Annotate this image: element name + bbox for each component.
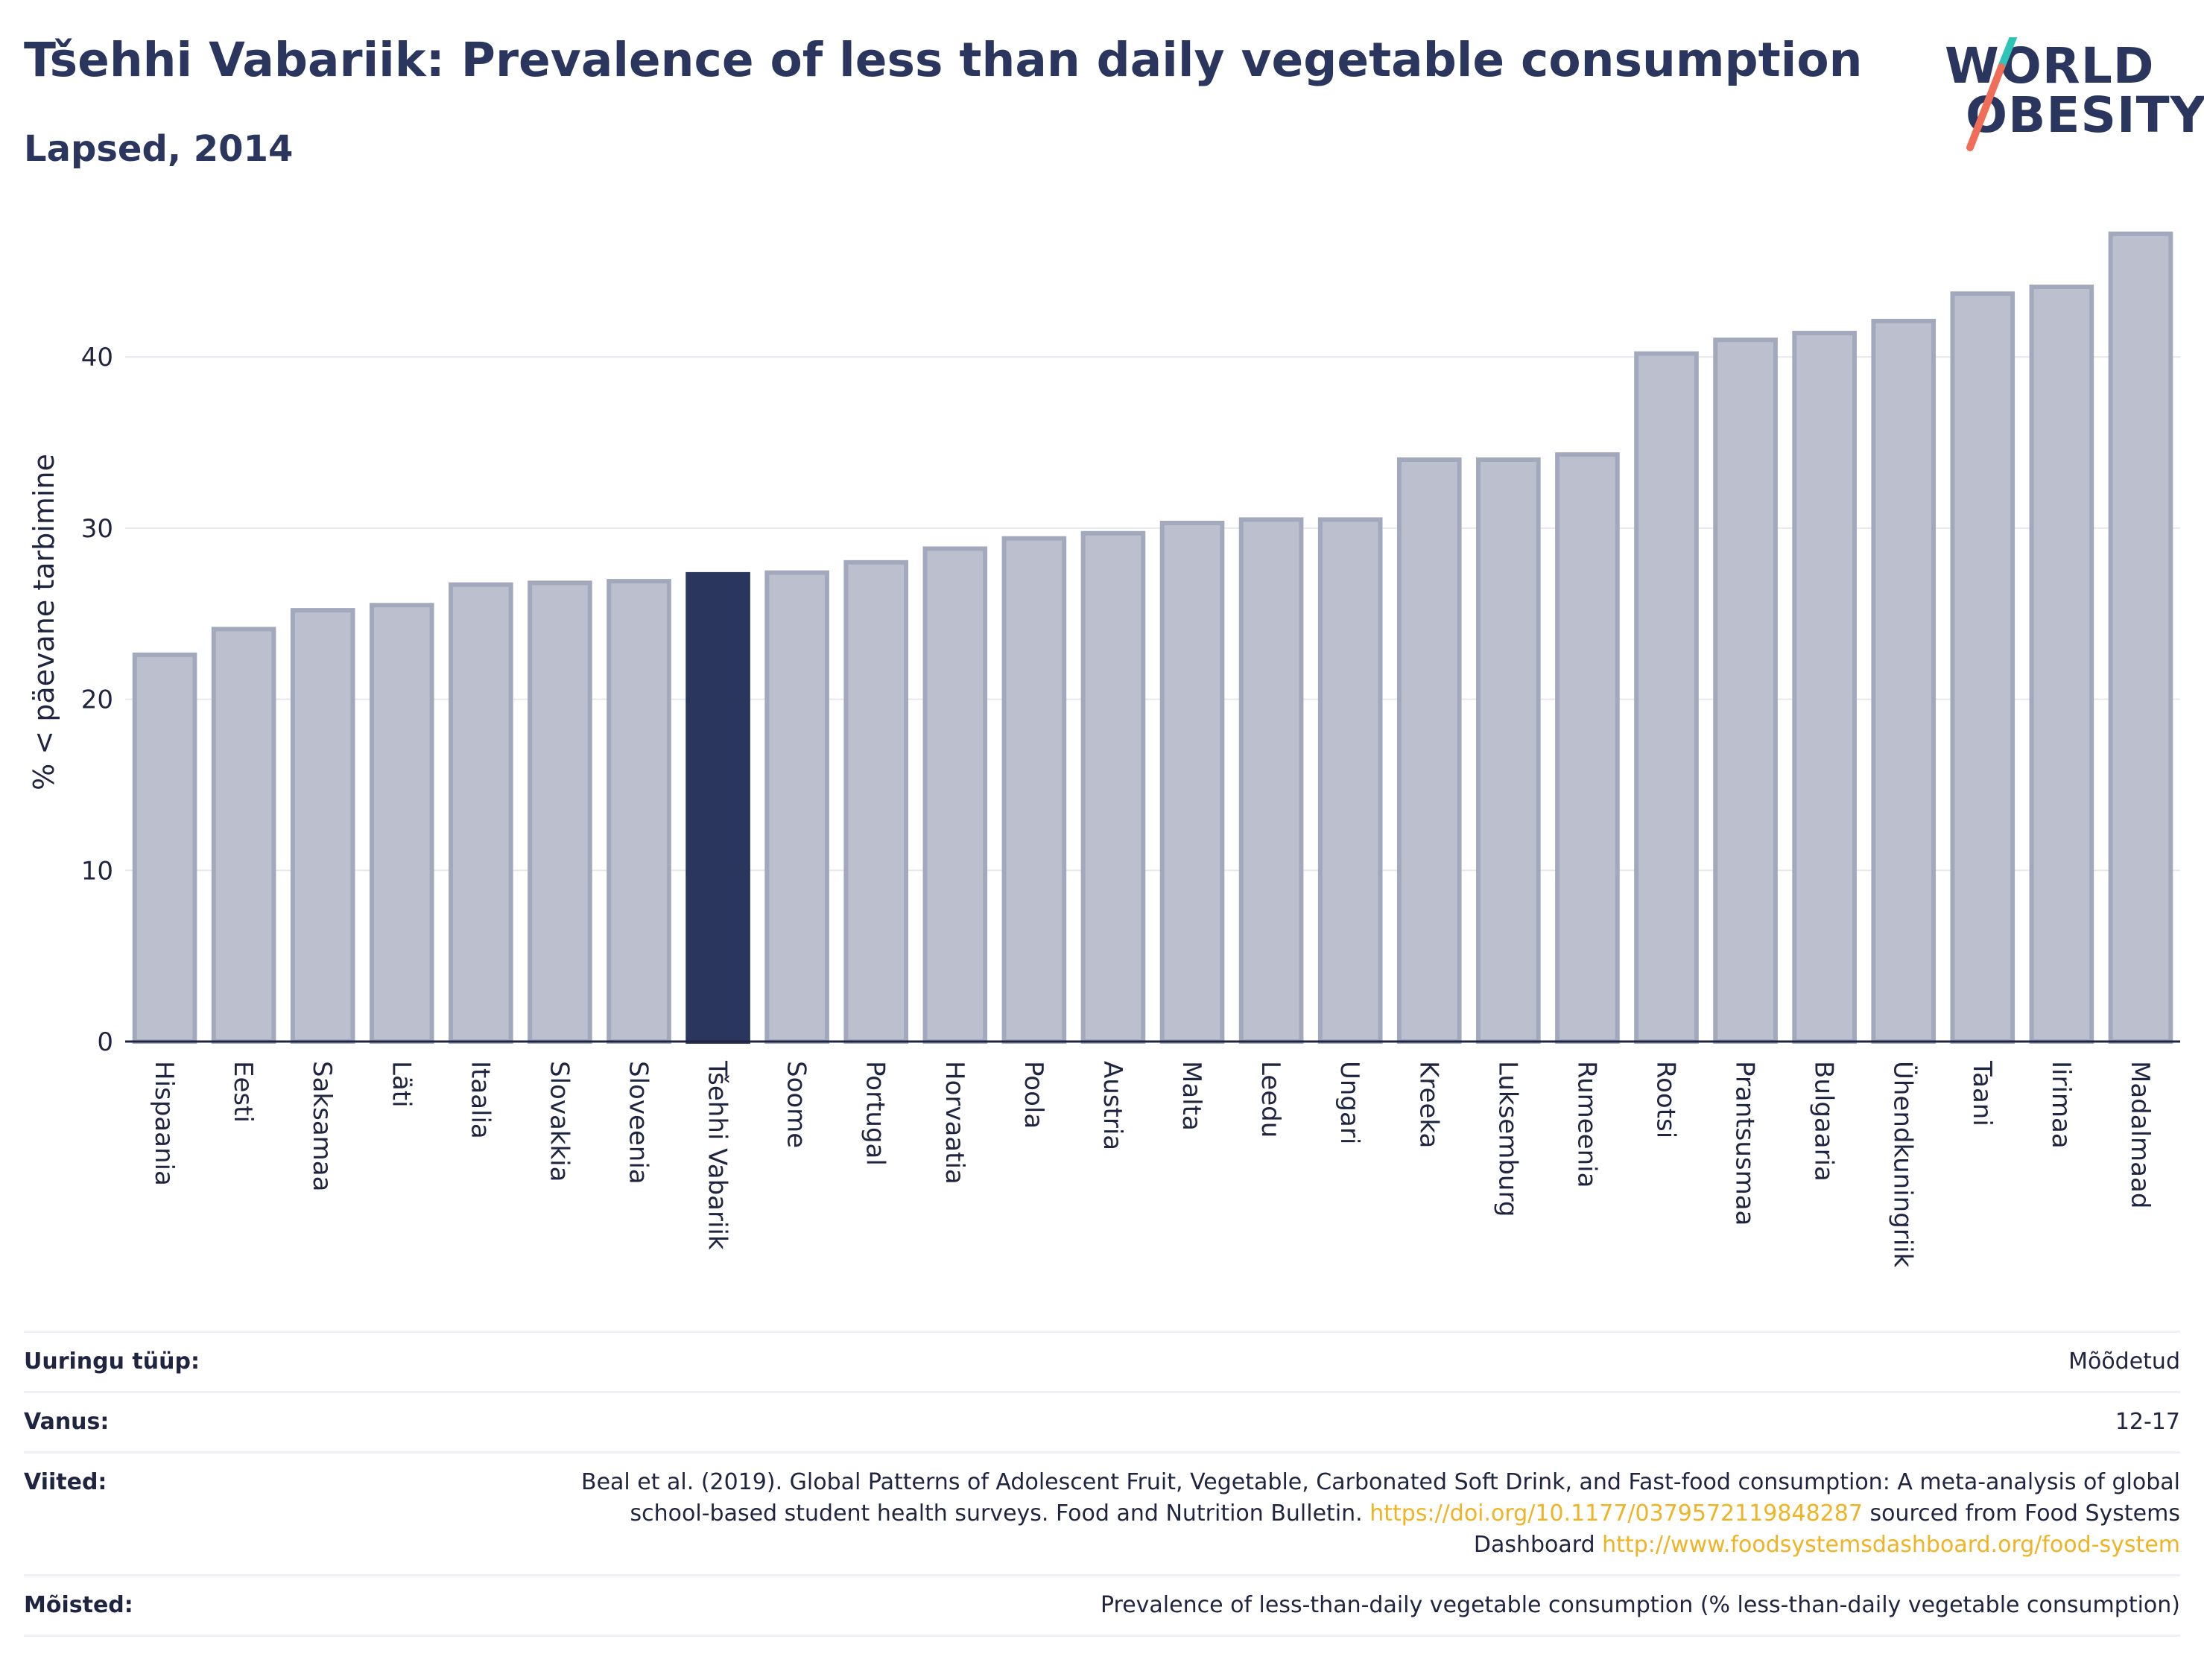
x-tick-label: Portugal	[861, 1061, 890, 1166]
meta-label-definitions: Mõisted:	[24, 1592, 133, 1618]
y-tick-label: 0	[97, 1027, 113, 1057]
bar[interactable]	[1396, 457, 1462, 1044]
x-tick-label: Leedu	[1255, 1061, 1285, 1138]
x-tick-label: Kreeka	[1413, 1061, 1443, 1148]
bar[interactable]	[922, 546, 988, 1044]
bar[interactable]	[211, 627, 276, 1044]
world-obesity-logo: WORLD OBESITY	[1945, 37, 2204, 156]
x-tick-label: Itaalia	[465, 1061, 495, 1139]
bar[interactable]	[1555, 452, 1620, 1044]
bar[interactable]	[1634, 351, 1699, 1044]
x-tick-label: Tšehhi Vabariik	[703, 1060, 732, 1250]
meta-value-survey-type: Mõõdetud	[2068, 1348, 2180, 1375]
chart-subtitle: Lapsed, 2014	[24, 128, 294, 170]
chart-bars	[132, 231, 2173, 1044]
x-tick-label: Prantsusmaa	[1730, 1061, 1760, 1226]
x-tick-label: Taani	[1967, 1060, 1997, 1126]
reference-doi-link[interactable]: https://doi.org/10.1177/0379572119848287	[1369, 1500, 1863, 1527]
x-tick-label: Hispaania	[149, 1061, 179, 1186]
y-tick-label: 30	[81, 514, 113, 544]
reference-source-text: sourced from Food Systems Dashboard	[1473, 1500, 2180, 1558]
x-tick-label: Horvaatia	[940, 1061, 969, 1185]
reference-dashboard-link[interactable]: http://www.foodsystemsdashboard.org/food…	[1602, 1532, 2180, 1558]
y-axis-ticks: 0 10 20 30 40	[81, 343, 113, 1057]
meta-row-references: Viited: Beal et al. (2019). Global Patte…	[24, 1451, 2180, 1574]
chart-title: Tšehhi Vabariik: Prevalence of less than…	[24, 33, 1863, 87]
bar[interactable]	[1792, 331, 1857, 1044]
bar[interactable]	[1080, 530, 1146, 1044]
bar[interactable]	[843, 560, 909, 1044]
x-axis-ticks: Hispaania Eesti Saksamaa Läti Itaalia Slovakk…	[149, 1060, 2155, 1268]
y-axis-label: % < päevane tarbimine	[28, 454, 60, 790]
x-tick-label: Malta	[1177, 1061, 1206, 1131]
meta-value-references: Beal et al. (2019). Global Patterns of A…	[541, 1467, 2180, 1561]
bar[interactable]	[290, 608, 355, 1044]
bar[interactable]	[607, 579, 671, 1044]
x-tick-label: Iirimaa	[2046, 1061, 2076, 1149]
y-tick-label: 40	[81, 343, 113, 373]
meta-value-age: 12-17	[2115, 1409, 2180, 1435]
x-tick-label: Poola	[1019, 1061, 1048, 1129]
x-tick-label: Rootsi	[1651, 1061, 1681, 1138]
metadata-table: Uuringu tüüp: Mõõdetud Vanus: 12-17 Viit…	[24, 1331, 2180, 1637]
bar[interactable]	[1950, 291, 2015, 1044]
meta-label-references: Viited:	[24, 1469, 107, 1495]
y-tick-label: 20	[81, 685, 113, 715]
bar-highlighted[interactable]	[685, 571, 750, 1044]
x-tick-label: Saksamaa	[307, 1061, 337, 1191]
x-tick-label: Madalmaad	[2125, 1061, 2155, 1208]
x-tick-label: Sloveenia	[624, 1061, 653, 1185]
meta-label-age: Vanus:	[24, 1409, 110, 1435]
x-tick-label: Austria	[1098, 1061, 1127, 1150]
x-tick-label: Ühendkuningriik	[1888, 1061, 1919, 1268]
bar[interactable]	[132, 652, 197, 1044]
bar[interactable]	[1001, 536, 1067, 1044]
x-tick-label: Ungari	[1334, 1061, 1364, 1144]
bar[interactable]	[369, 603, 434, 1044]
bar[interactable]	[1317, 517, 1383, 1044]
bar[interactable]	[528, 580, 592, 1044]
logo-word-obesity: OBESITY	[1966, 86, 2204, 144]
bar[interactable]	[1238, 517, 1304, 1044]
meta-row-definitions: Mõisted: Prevalence of less-than-daily v…	[24, 1574, 2180, 1637]
bar-chart: 0 10 20 30 40 Hispaania Eesti Saksamaa Läti Itaa…	[28, 231, 2180, 1268]
reference-text: Beal et al. (2019). Global Patterns of A…	[580, 1469, 2180, 1527]
meta-label-survey-type: Uuringu tüüp:	[24, 1348, 200, 1375]
bar[interactable]	[2029, 284, 2094, 1044]
logo-word-world: WORLD	[1945, 37, 2155, 95]
meta-row-age: Vanus: 12-17	[24, 1391, 2180, 1451]
bar[interactable]	[2108, 231, 2173, 1044]
x-tick-label: Eesti	[228, 1061, 258, 1123]
x-tick-label: Bulgaaria	[1809, 1061, 1839, 1182]
meta-value-definitions: Prevalence of less-than-daily vegetable …	[1100, 1592, 2180, 1618]
bar[interactable]	[449, 582, 513, 1044]
x-tick-label: Slovakkia	[544, 1061, 574, 1182]
bar[interactable]	[1159, 520, 1225, 1044]
x-tick-label: Läti	[386, 1061, 416, 1108]
bar[interactable]	[1871, 318, 1937, 1044]
meta-row-survey-type: Uuringu tüüp: Mõõdetud	[24, 1331, 2180, 1391]
y-tick-label: 10	[81, 856, 113, 886]
logo-slash-icon	[1966, 37, 2018, 151]
x-tick-label: Rumeenia	[1571, 1061, 1601, 1188]
bar[interactable]	[1713, 337, 1778, 1044]
bar[interactable]	[1476, 457, 1541, 1044]
x-tick-label: Soome	[782, 1061, 811, 1148]
x-tick-label: Luksemburg	[1492, 1061, 1522, 1217]
bar[interactable]	[764, 570, 829, 1044]
